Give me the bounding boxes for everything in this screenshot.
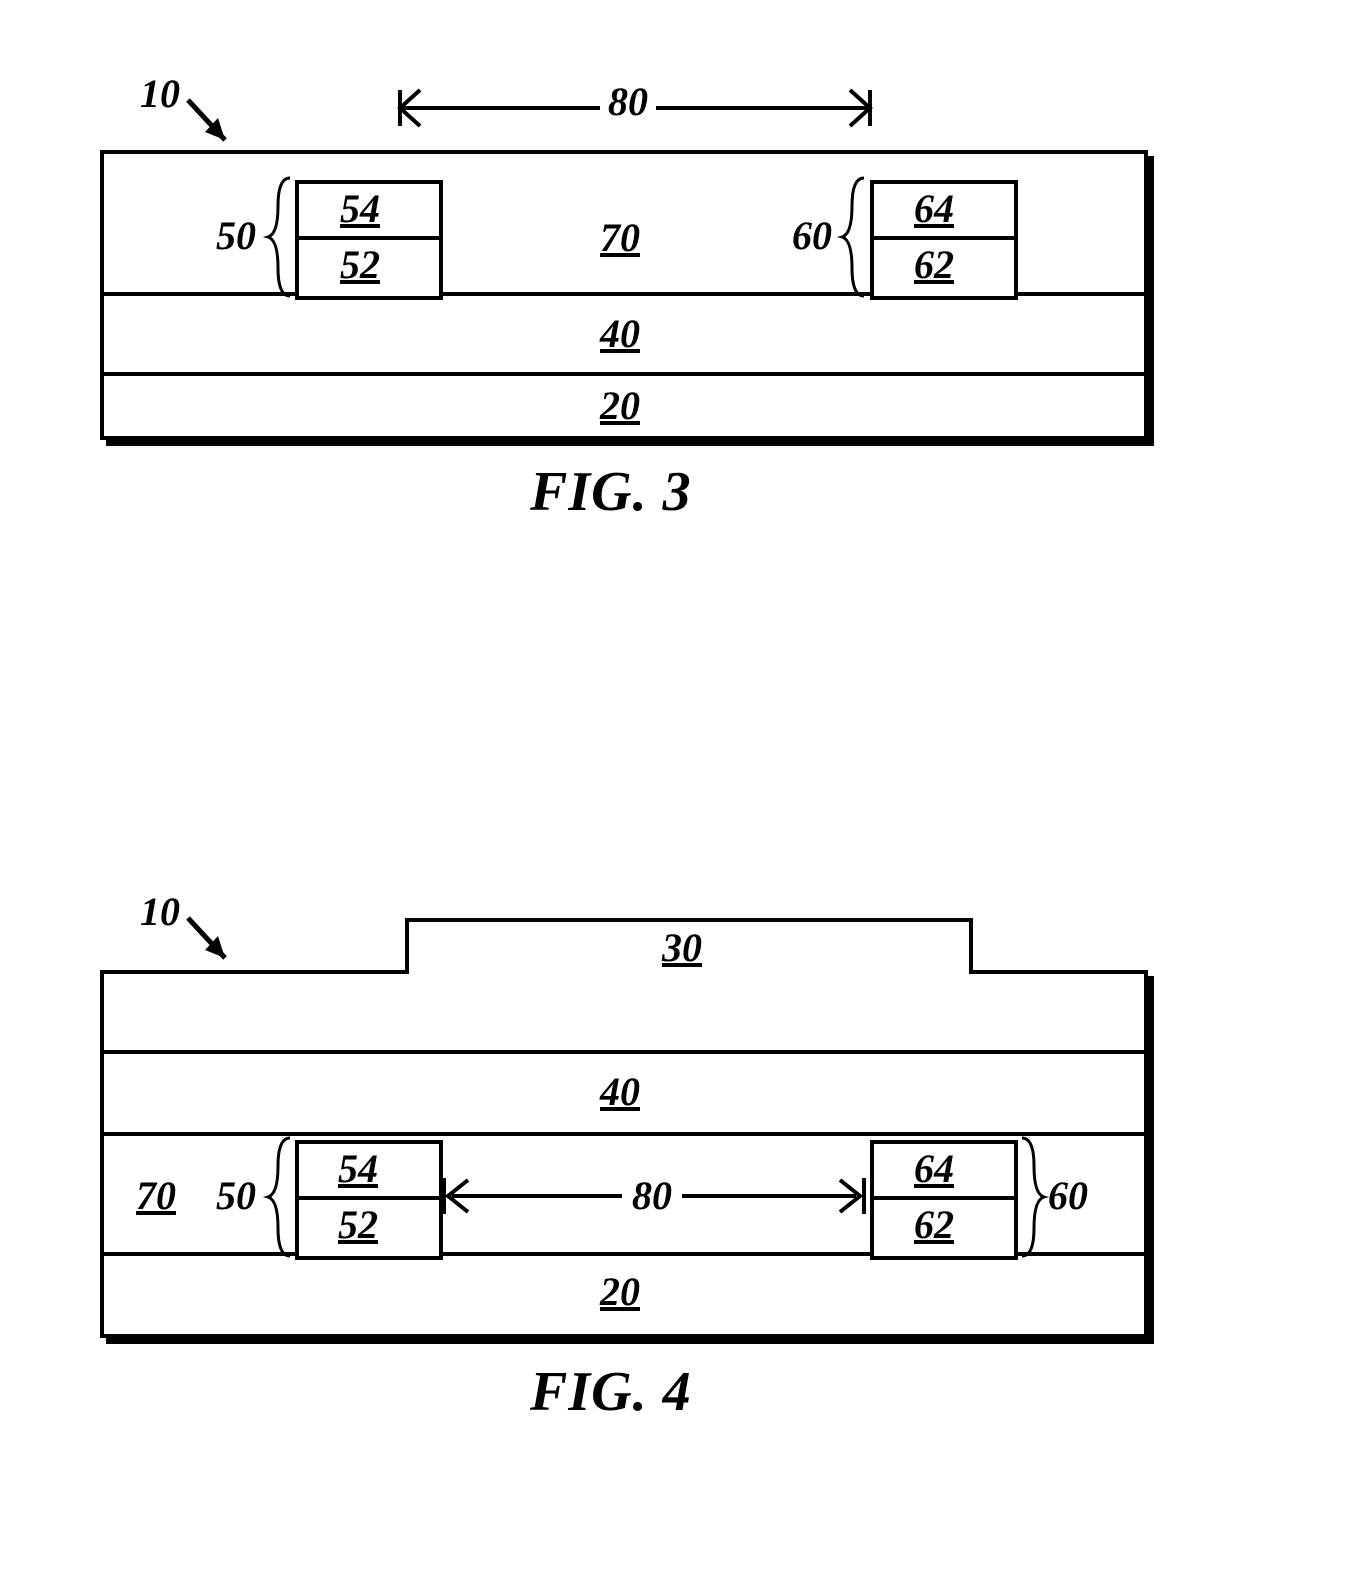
fig4-right-group: 60: [1048, 1172, 1088, 1219]
fig4-left-upper: 54: [338, 1145, 378, 1192]
fig4-dim-label: 80: [622, 1172, 682, 1219]
fig4-left-brace: [266, 1136, 296, 1258]
fig4-right-lower: 62: [914, 1201, 954, 1248]
fig4-left-group: 50: [216, 1172, 256, 1219]
fig4-label-70: 70: [136, 1172, 176, 1219]
fig4-label-40: 40: [600, 1068, 640, 1115]
fig4-left-lower: 52: [338, 1201, 378, 1248]
fig4-pointer-arrow-svg: [0, 0, 400, 1100]
fig4-pointer-label: 10: [140, 888, 180, 935]
fig4-right-upper: 64: [914, 1145, 954, 1192]
fig4-label-30: 30: [662, 924, 702, 971]
fig4-right-brace: [1016, 1136, 1046, 1258]
fig4-label-20: 20: [600, 1268, 640, 1315]
fig4-caption: FIG. 4: [530, 1360, 692, 1424]
